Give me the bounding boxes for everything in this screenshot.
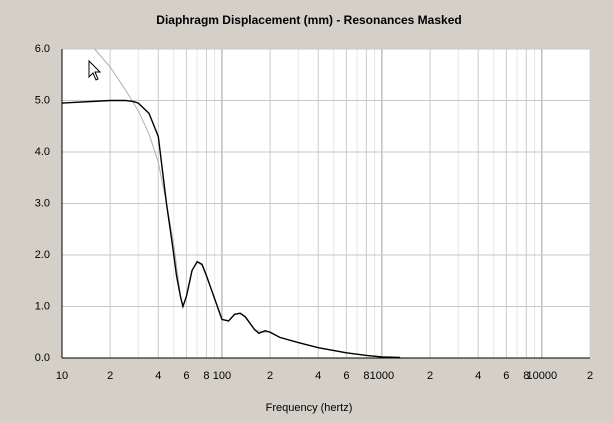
x-tick-label: 2 xyxy=(427,370,433,382)
x-tick-label: 8 xyxy=(523,370,529,382)
series-line xyxy=(61,99,401,359)
x-tick-label: 1000 xyxy=(370,370,394,382)
y-tick-label: 1.0 xyxy=(35,300,50,312)
x-tick-label: 4 xyxy=(475,370,481,382)
x-tick-label: 2 xyxy=(267,370,273,382)
y-tick-label: 2.0 xyxy=(35,249,50,261)
x-tick-label: 6 xyxy=(503,370,509,382)
y-tick-label: 5.0 xyxy=(35,94,50,106)
y-tick-label: 6.0 xyxy=(35,43,50,55)
lines xyxy=(61,48,401,359)
y-tick-label: 4.0 xyxy=(35,146,50,158)
x-tick-label: 4 xyxy=(315,370,321,382)
x-tick-label: 100 xyxy=(213,370,231,382)
x-tick-label: 10 xyxy=(56,370,68,382)
y-tick-label: 3.0 xyxy=(35,197,50,209)
x-tick-label: 6 xyxy=(343,370,349,382)
mouse-cursor xyxy=(88,59,102,81)
x-tick-label: 6 xyxy=(183,370,189,382)
x-tick-label: 2 xyxy=(587,370,593,382)
x-tick-label: 8 xyxy=(203,370,209,382)
grid xyxy=(61,48,591,359)
x-tick-label: 2 xyxy=(107,370,113,382)
x-tick-label: 8 xyxy=(363,370,369,382)
x-axis-label: Frequency (hertz) xyxy=(266,402,353,414)
y-tick-label: 0.0 xyxy=(35,352,50,364)
x-tick-label: 10000 xyxy=(527,370,558,382)
chart-title: Diaphragm Displacement (mm) - Resonances… xyxy=(156,13,461,27)
x-tick-label: 4 xyxy=(155,370,161,382)
